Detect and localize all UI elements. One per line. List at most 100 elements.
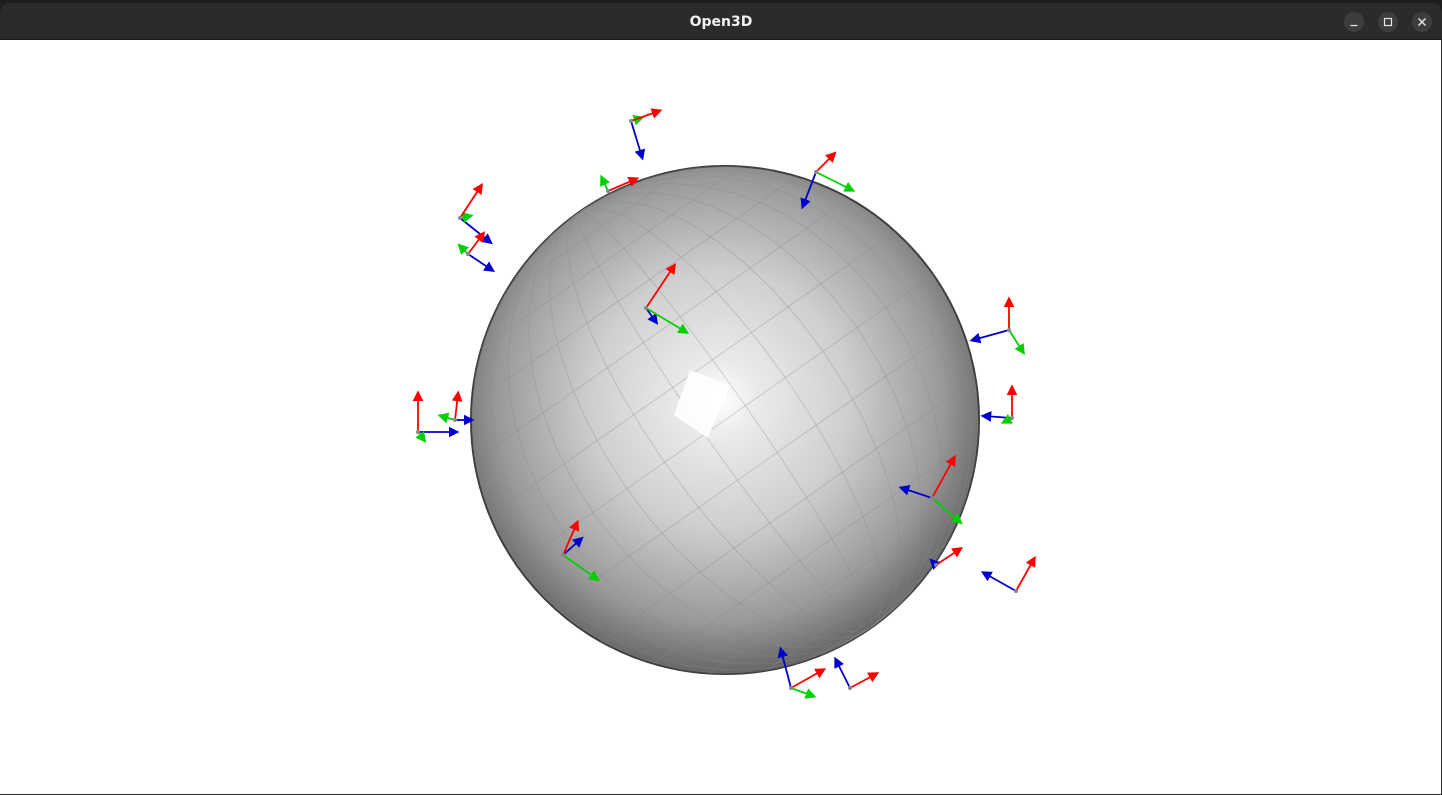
- x-axis-arrow: [645, 263, 676, 309]
- coordinate-frame: [644, 263, 690, 334]
- z-axis-arrow: [898, 485, 933, 499]
- y-axis-arrow: [600, 174, 610, 192]
- mesh-meridian: [567, 211, 871, 633]
- window-titlebar[interactable]: Open3D: [0, 3, 1442, 40]
- coordinate-frame: [980, 384, 1018, 424]
- x-axis-arrow: [607, 176, 640, 192]
- mesh-meridian: [579, 211, 873, 629]
- mesh-meridian: [579, 192, 922, 629]
- mesh-meridian: [579, 175, 960, 629]
- x-axis-arrow: [467, 231, 486, 255]
- coordinate-frame: [600, 174, 640, 193]
- mesh-meridian: [528, 211, 871, 648]
- frame-origin: [466, 252, 470, 256]
- mesh-ring: [481, 166, 742, 349]
- mesh-ring: [554, 323, 961, 609]
- x-axis-arrow: [630, 108, 663, 122]
- x-axis-arrow: [562, 519, 580, 556]
- mesh-ring: [516, 273, 934, 567]
- scene-canvas[interactable]: [0, 40, 1441, 794]
- maximize-button[interactable]: [1378, 12, 1398, 32]
- coordinate-frame: [777, 646, 827, 699]
- mesh-meridian: [477, 211, 871, 671]
- z-axis-arrow: [630, 120, 646, 161]
- frame-origin: [930, 496, 934, 500]
- mesh-ring: [708, 491, 969, 674]
- x-axis-arrow: [1015, 555, 1036, 592]
- x-axis-arrow: [849, 672, 880, 689]
- coordinate-frame: [980, 555, 1036, 593]
- z-axis-arrow: [969, 329, 1010, 344]
- coordinate-frame: [412, 390, 460, 443]
- frame-origin: [629, 119, 633, 123]
- window-title: Open3D: [689, 14, 753, 30]
- x-axis-arrow: [931, 454, 956, 499]
- coordinate-frame: [629, 108, 663, 161]
- close-button[interactable]: [1412, 12, 1432, 32]
- mesh-meridian: [579, 207, 883, 629]
- frame-origin: [644, 306, 648, 310]
- minimize-icon: [1350, 24, 1358, 27]
- z-axis-arrow: [645, 307, 659, 325]
- coordinate-frame: [969, 296, 1025, 356]
- mesh-ring: [536, 184, 630, 250]
- mesh-ring: [765, 543, 947, 672]
- frame-origin: [458, 216, 462, 220]
- mesh-ring: [820, 590, 914, 656]
- mesh-ring: [474, 198, 850, 462]
- frame-origin: [1010, 416, 1014, 420]
- x-axis-arrow: [459, 182, 483, 219]
- mesh-ring: [471, 175, 798, 405]
- z-axis-arrow: [459, 217, 493, 245]
- coordinate-frame: [437, 390, 475, 426]
- minimize-button[interactable]: [1344, 12, 1364, 32]
- y-axis-arrow: [437, 412, 456, 424]
- y-axis-arrow: [562, 554, 600, 582]
- close-icon: [1418, 18, 1426, 26]
- mesh-meridian: [471, 211, 871, 674]
- frame-origin: [814, 170, 818, 174]
- frame-origin: [934, 563, 938, 567]
- coordinate-frame: [834, 656, 880, 690]
- frame-origin: [848, 686, 852, 690]
- x-axis-arrow: [451, 390, 463, 421]
- y-axis-arrow: [1008, 329, 1025, 356]
- frame-origin: [789, 686, 793, 690]
- mesh-meridian: [579, 166, 979, 629]
- mesh-meridian: [579, 182, 943, 629]
- y-axis-arrow: [931, 497, 963, 525]
- z-axis-arrow: [777, 646, 792, 689]
- mesh-meridian: [548, 211, 871, 640]
- coordinate-frame: [800, 151, 856, 210]
- z-axis-arrow: [562, 536, 584, 556]
- frame-origin: [416, 430, 420, 434]
- mesh-ring: [652, 435, 979, 665]
- frame-origin: [1014, 589, 1018, 593]
- coordinate-frames: [412, 108, 1036, 699]
- 3d-viewport[interactable]: [0, 40, 1442, 795]
- coordinate-frame: [458, 182, 493, 245]
- z-axis-arrow: [980, 571, 1017, 592]
- mesh-meridian: [579, 169, 973, 629]
- z-axis-arrow: [980, 411, 1013, 422]
- mesh-meridian: [579, 200, 902, 629]
- z-axis-arrow: [834, 656, 851, 689]
- x-axis-arrow: [815, 151, 837, 173]
- frame-origin: [1007, 328, 1011, 332]
- frame-origin: [453, 418, 457, 422]
- x-axis-arrow: [790, 668, 827, 689]
- y-axis-arrow: [645, 307, 690, 334]
- frame-origin: [606, 189, 610, 193]
- y-axis-arrow: [790, 687, 817, 699]
- mesh-ring: [600, 378, 976, 642]
- mesh-ring: [503, 168, 685, 297]
- z-axis-arrow: [800, 171, 817, 210]
- x-axis-arrow: [935, 547, 963, 566]
- maximize-icon: [1383, 17, 1393, 27]
- coordinate-frame: [457, 231, 495, 272]
- mesh-meridian: [490, 211, 871, 665]
- coordinate-frame: [929, 547, 963, 570]
- frame-origin: [561, 553, 565, 557]
- z-axis-arrow: [467, 253, 495, 272]
- sphere-mesh: [470, 165, 980, 675]
